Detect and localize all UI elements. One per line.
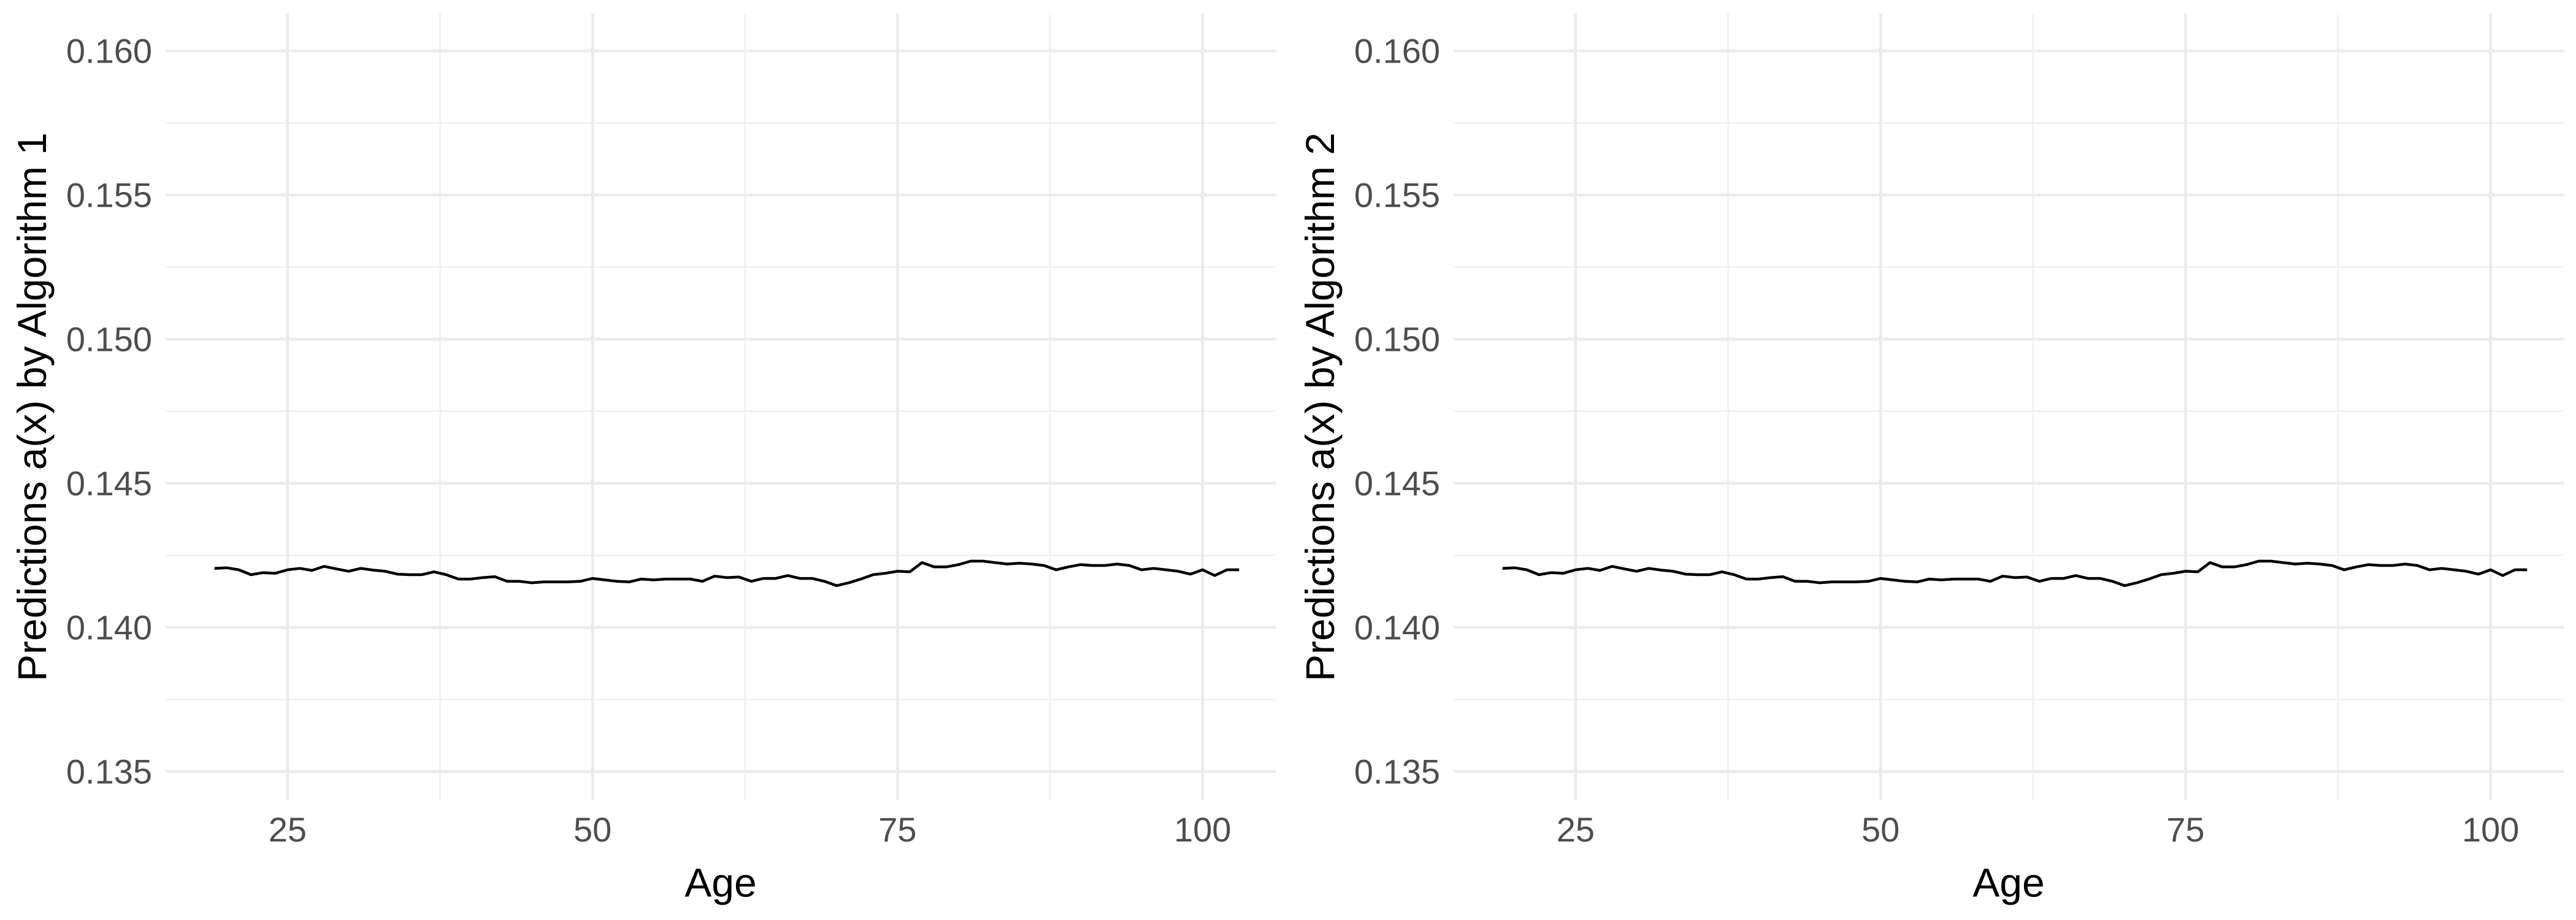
y-tick-label: 0.140 [66,608,152,647]
y-tick-label: 0.135 [66,753,152,791]
x-tick-label: 75 [878,810,916,849]
chart-panel-algorithm-2: 0.135 0.140 0.145 0.150 0.155 0.160 25 50 75 100 A… [1297,13,2564,905]
y-tick-label: 0.150 [66,320,152,359]
y-tick-label: 0.140 [1354,608,1440,647]
prediction-line [1502,559,2528,588]
chart-panel-algorithm-1: 0.135 0.140 0.145 0.150 0.155 0.160 25 50 75 100 A… [9,13,1276,905]
x-tick-label: 100 [1174,810,1231,849]
x-tick-label: 50 [1861,810,1899,849]
x-axis-title: Age [1972,860,2044,905]
y-tick-label: 0.160 [1354,32,1440,71]
prediction-line [214,559,1240,588]
x-tick-label: 75 [2166,810,2204,849]
x-tick-label: 25 [269,810,307,849]
y-tick-label: 0.155 [66,176,152,215]
y-tick-label: 0.150 [1354,320,1440,359]
y-axis-title: Predictions a(x) by Algorithm 1 [9,132,55,681]
y-tick-label: 0.160 [66,32,152,71]
x-tick-label: 25 [1557,810,1595,849]
y-tick-label: 0.145 [66,464,152,503]
x-axis-title: Age [684,860,756,905]
y-tick-label: 0.145 [1354,464,1440,503]
y-tick-label: 0.155 [1354,176,1440,215]
y-axis-title: Predictions a(x) by Algorithm 2 [1297,132,1343,681]
x-tick-label: 100 [2462,810,2519,849]
y-tick-label: 0.135 [1354,753,1440,791]
x-tick-label: 50 [573,810,611,849]
